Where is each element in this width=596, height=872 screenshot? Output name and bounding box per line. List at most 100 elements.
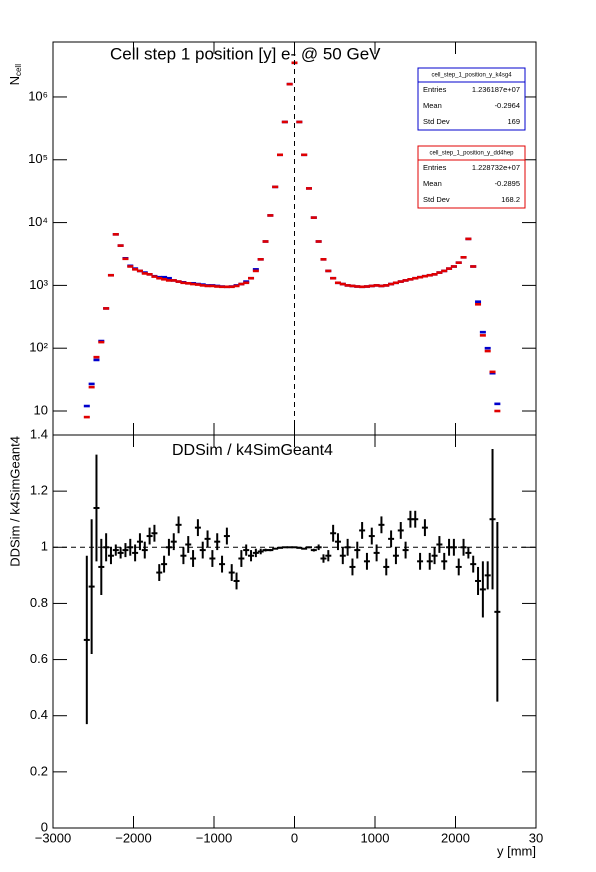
y-tick-label: 0.2 bbox=[30, 763, 48, 778]
x-tick-label: 1000 bbox=[361, 830, 390, 845]
data-point bbox=[165, 276, 172, 280]
x-axis-label: y [mm] bbox=[497, 843, 536, 858]
data-point bbox=[446, 267, 453, 270]
data-point bbox=[373, 284, 380, 287]
data-point bbox=[83, 404, 90, 408]
y-axis-label: Ncell bbox=[7, 64, 23, 86]
y-tick-label: 10⁴ bbox=[28, 214, 48, 229]
stats-box bbox=[417, 145, 526, 209]
data-point bbox=[421, 274, 428, 278]
data-point bbox=[112, 233, 119, 236]
data-point bbox=[252, 268, 259, 271]
data-point bbox=[223, 285, 230, 289]
data-point bbox=[199, 284, 206, 287]
data-point bbox=[165, 279, 172, 282]
y-tick-label: 10 bbox=[34, 402, 48, 417]
data-point bbox=[450, 265, 457, 268]
x-tick-label: 0 bbox=[291, 830, 298, 845]
data-point bbox=[185, 281, 192, 285]
data-point bbox=[354, 285, 361, 288]
data-point bbox=[257, 258, 264, 261]
data-point bbox=[431, 273, 438, 276]
y-tick-label: 0.8 bbox=[30, 595, 48, 610]
data-point bbox=[170, 279, 177, 282]
data-point bbox=[122, 257, 129, 261]
plot-area bbox=[83, 61, 501, 419]
data-point bbox=[479, 334, 486, 337]
data-point bbox=[228, 285, 235, 289]
data-point bbox=[426, 273, 433, 277]
data-point bbox=[417, 275, 424, 279]
data-point bbox=[252, 269, 259, 273]
y-tick-label: 0 bbox=[41, 819, 48, 834]
data-point bbox=[88, 385, 95, 389]
data-point bbox=[204, 284, 211, 288]
data-point bbox=[363, 285, 370, 288]
data-point bbox=[378, 284, 385, 288]
stats-key: Std Dev bbox=[423, 117, 450, 126]
data-point bbox=[175, 280, 182, 283]
data-point bbox=[262, 240, 269, 243]
data-point bbox=[272, 185, 279, 189]
data-point bbox=[243, 281, 250, 285]
data-point bbox=[484, 346, 491, 350]
stats-value: 168.2 bbox=[501, 195, 520, 204]
data-point bbox=[494, 402, 501, 406]
y-tick-label: 10³ bbox=[29, 277, 48, 292]
data-point bbox=[334, 281, 341, 285]
data-point bbox=[470, 265, 477, 268]
data-point bbox=[107, 273, 114, 277]
data-point bbox=[117, 244, 124, 247]
data-point bbox=[219, 285, 226, 289]
data-point bbox=[286, 82, 293, 86]
data-point bbox=[489, 370, 496, 374]
data-point bbox=[301, 153, 308, 157]
data-point bbox=[281, 120, 288, 124]
data-point bbox=[161, 275, 168, 279]
data-point bbox=[359, 285, 366, 289]
y-tick-label: 10² bbox=[29, 340, 48, 355]
stats-value: -0.2964 bbox=[495, 101, 520, 110]
data-point bbox=[330, 276, 337, 280]
plot-area bbox=[83, 449, 501, 725]
data-point bbox=[475, 300, 482, 303]
data-point bbox=[315, 240, 322, 243]
stats-value: -0.2895 bbox=[495, 179, 520, 188]
data-point bbox=[98, 340, 105, 344]
data-point bbox=[368, 284, 375, 288]
data-point bbox=[136, 269, 143, 273]
y-axis-label: DDSim / k4SimGeant4 bbox=[7, 436, 22, 567]
data-point bbox=[93, 358, 100, 362]
data-point bbox=[455, 261, 462, 264]
data-point bbox=[238, 282, 245, 286]
data-point bbox=[494, 409, 501, 413]
stats-key: Mean bbox=[423, 101, 442, 110]
y-tick-label: 1 bbox=[41, 539, 48, 554]
data-point bbox=[310, 216, 317, 219]
chart-title: DDSim / k4SimGeant4 bbox=[172, 442, 333, 459]
data-point bbox=[397, 280, 404, 283]
data-point bbox=[141, 272, 148, 275]
stats-value: 1.236187e+07 bbox=[472, 85, 520, 94]
data-point bbox=[180, 281, 187, 285]
data-point bbox=[407, 278, 414, 281]
data-point bbox=[267, 214, 274, 217]
data-point bbox=[344, 284, 351, 287]
y-tick-label: 1.4 bbox=[30, 426, 48, 441]
data-point bbox=[132, 268, 139, 271]
stats-key: Entries bbox=[423, 163, 447, 172]
data-point bbox=[83, 415, 90, 419]
data-point bbox=[484, 349, 491, 353]
data-point bbox=[127, 265, 134, 268]
y-axis-label-text: N bbox=[7, 76, 22, 85]
data-point bbox=[161, 278, 168, 281]
data-point bbox=[402, 279, 409, 282]
data-point bbox=[388, 282, 395, 286]
data-point bbox=[194, 283, 201, 286]
data-point bbox=[320, 258, 327, 261]
data-point bbox=[441, 269, 448, 273]
y-tick-label: 1.2 bbox=[30, 483, 48, 498]
data-point bbox=[349, 284, 356, 288]
data-point bbox=[460, 256, 467, 259]
